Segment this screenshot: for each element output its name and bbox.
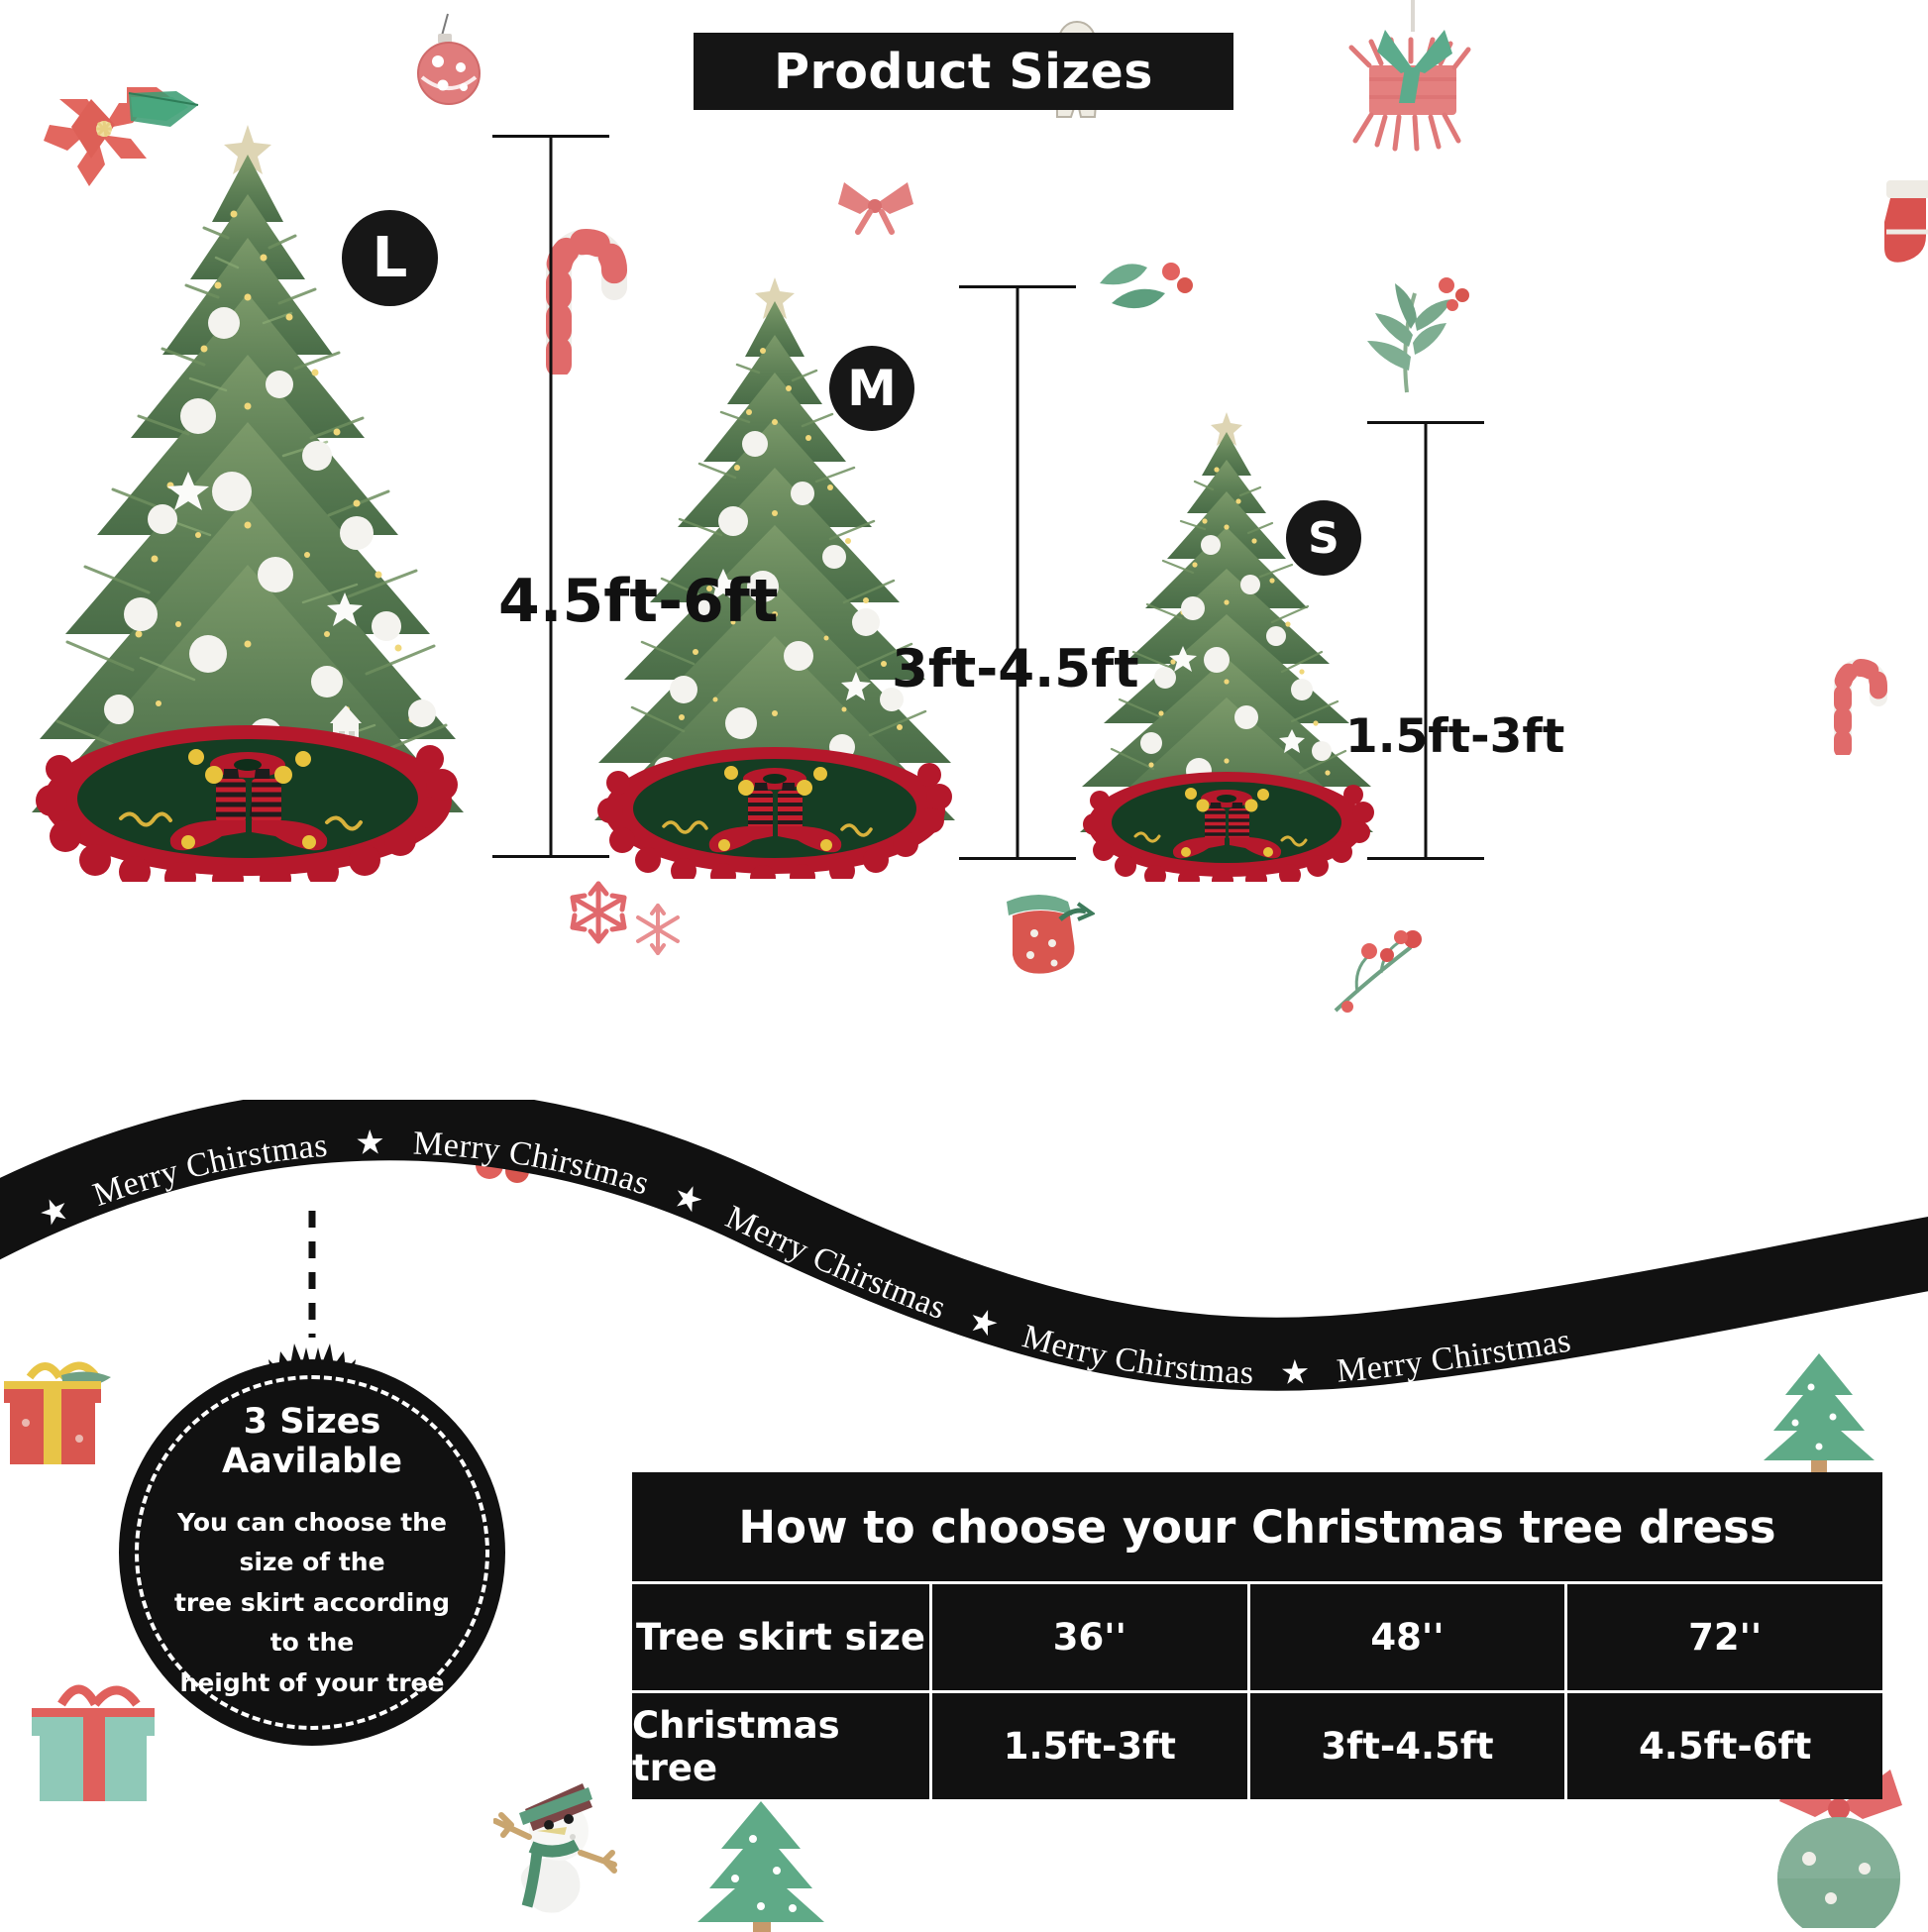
size-chart-title: How to choose your Christmas tree dress (738, 1500, 1776, 1554)
size-badge-large[interactable]: L (342, 210, 438, 306)
mistletoe-berries-icon (1367, 277, 1469, 393)
merry-christmas-ribbon: ★ Merry Chirstmas ★ Merry Chirstmas ★ Me… (0, 1100, 1928, 1456)
snowflake-icon (570, 881, 680, 955)
ornament-desc-line-3: height of your tree (179, 1667, 445, 1697)
cell-tree-height-small: 1.5ft-3ft (929, 1693, 1247, 1799)
bauble-ornament-icon (417, 13, 481, 105)
ornament-title: 3 Sizes Aavilable (222, 1401, 402, 1481)
stocking-icon (1884, 180, 1928, 263)
size-badge-medium[interactable]: M (829, 346, 914, 431)
candy-cane-icon (546, 229, 627, 375)
table-row: Tree skirt size 36'' 48'' 72'' (632, 1581, 1882, 1690)
page-title-banner: Product Sizes (694, 33, 1233, 110)
cell-skirt-size-48: 48'' (1246, 1584, 1565, 1690)
dimension-cap-bottom (959, 857, 1076, 860)
gift-box-icon (32, 1684, 155, 1801)
ribbon-svg: ★ Merry Chirstmas ★ Merry Chirstmas ★ Me… (0, 1100, 1928, 1392)
dimension-line-large (492, 135, 609, 858)
christmas-tree-medium (592, 273, 957, 879)
ribbon-bow-icon (838, 182, 913, 235)
cell-skirt-size-36: 36'' (929, 1584, 1247, 1690)
gift-box-icon (4, 1361, 111, 1464)
dimension-vline (1424, 421, 1428, 860)
holly-sprig-icon (1100, 263, 1193, 309)
size-badge-small[interactable]: S (1286, 500, 1361, 576)
bauble-ornament-icon (1777, 1768, 1902, 1928)
dimension-vline (549, 135, 553, 858)
ornament-dashed-border (135, 1375, 489, 1730)
pine-tree-icon (697, 1801, 824, 1932)
pine-tree-icon (1764, 1353, 1874, 1476)
cell-tree-height-large: 4.5ft-6ft (1564, 1693, 1882, 1799)
poinsettia-flower-icon (44, 87, 199, 186)
size-range-small: 1.5ft-3ft (1345, 709, 1565, 764)
size-range-large: 4.5ft-6ft (498, 567, 779, 636)
ornament-hanging-string (308, 1211, 316, 1338)
dimension-cap-bottom (1367, 857, 1484, 860)
table-row: Christmas tree 1.5ft-3ft 3ft-4.5ft 4.5ft… (632, 1690, 1882, 1799)
cell-skirt-size-72: 72'' (1564, 1584, 1882, 1690)
row-label-christmas-tree: Christmas tree (632, 1703, 840, 1789)
tree-skirt-small (1083, 772, 1374, 882)
dimension-vline (1016, 285, 1019, 860)
cell-tree-height-medium: 3ft-4.5ft (1246, 1693, 1565, 1799)
dimension-cap-bottom (492, 855, 609, 858)
snowman-icon (493, 1783, 617, 1913)
ornament-desc-line-2: tree skirt according to the (173, 1587, 451, 1658)
tree-skirt-medium (597, 747, 952, 879)
row-label-tree-skirt-size: Tree skirt size (636, 1616, 925, 1659)
stocking-icon (1007, 895, 1095, 974)
page-title: Product Sizes (774, 43, 1153, 100)
christmas-cracker-icon (1348, 0, 1471, 152)
christmas-tree-small (1078, 408, 1375, 882)
holly-sprig-icon (1334, 930, 1422, 1013)
ornament-desc-line-1: You can choose the size of the (177, 1507, 447, 1577)
size-range-medium: 3ft-4.5ft (892, 639, 1139, 699)
dimension-line-small (1367, 421, 1484, 860)
christmas-tree-large (30, 119, 466, 882)
candy-cane-icon (1834, 659, 1887, 755)
dimension-line-medium (959, 285, 1076, 860)
tree-skirt-large (36, 725, 458, 882)
size-chart-table: How to choose your Christmas tree dress … (632, 1472, 1882, 1799)
sizes-available-ornament: 3 Sizes Aavilable You can choose the siz… (119, 1211, 505, 1746)
